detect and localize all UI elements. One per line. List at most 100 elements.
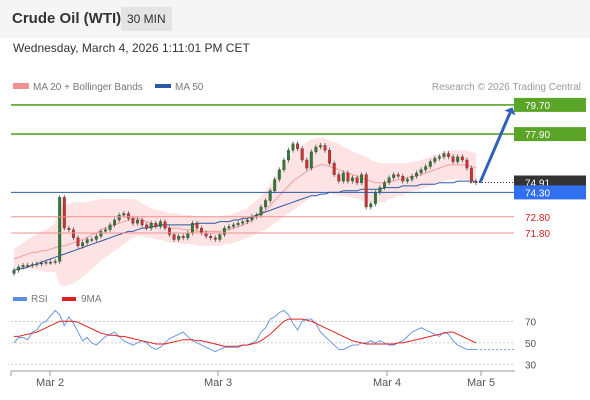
- candle-body: [451, 156, 455, 162]
- candle-body: [264, 200, 268, 208]
- candle-body: [149, 223, 153, 229]
- candle-body: [145, 224, 149, 229]
- candle-body: [405, 179, 409, 182]
- candle-body: [227, 226, 231, 229]
- candle-body: [273, 179, 277, 192]
- candle-body: [163, 221, 167, 229]
- candle-body: [424, 166, 428, 170]
- candle-body: [232, 224, 236, 227]
- candle-body: [245, 219, 249, 222]
- candle-body: [419, 169, 423, 174]
- candle-body: [177, 236, 181, 240]
- candle-body: [332, 163, 336, 175]
- rsi-ma-legend-swatch: [62, 297, 76, 301]
- candle-body: [323, 145, 327, 151]
- level-box-resistance: [514, 127, 586, 142]
- level-label-resistance: 77.90: [525, 130, 550, 141]
- candle-body: [241, 221, 245, 224]
- candle-body: [30, 264, 34, 266]
- candle-body: [53, 261, 57, 263]
- candle-body: [72, 229, 75, 238]
- rsi-tick-label: 70: [525, 317, 537, 328]
- level-label-resistance: 79.70: [525, 101, 550, 112]
- rsi-tick-label: 30: [525, 361, 537, 372]
- level-label-support: 72.80: [525, 213, 550, 224]
- candle-body: [319, 145, 322, 148]
- candle-body: [76, 237, 80, 247]
- candle-body: [351, 177, 354, 182]
- rsi-tick-label: 50: [525, 339, 537, 350]
- candle-body: [277, 169, 281, 180]
- candle-body: [26, 265, 30, 267]
- candle-body: [305, 159, 309, 169]
- candle-body: [369, 203, 373, 208]
- level-box-pivot: [514, 185, 586, 200]
- candle-body: [186, 232, 190, 239]
- candle-body: [236, 223, 240, 225]
- level-box-resistance: [514, 97, 586, 112]
- candle-body: [328, 150, 332, 164]
- candle-body: [346, 172, 350, 182]
- candle-body: [126, 213, 130, 219]
- chart-header: Crude Oil (WTI) 30 MIN: [0, 0, 590, 38]
- candle-body: [90, 239, 94, 241]
- rsi-ma-line: [14, 318, 477, 347]
- candle-body: [396, 174, 400, 177]
- candle-body: [291, 143, 295, 151]
- candle-body: [337, 174, 341, 182]
- candle-body: [442, 153, 446, 157]
- candle-body: [35, 263, 39, 265]
- candle-body: [94, 236, 98, 240]
- ma50-line: [13, 180, 476, 271]
- candle-body: [410, 176, 414, 180]
- candle-body: [195, 223, 199, 229]
- candle-body: [140, 219, 144, 226]
- main-plot: [12, 137, 478, 287]
- instrument-title: Crude Oil (WTI): [12, 10, 122, 27]
- candle-body: [209, 236, 213, 238]
- candle-body: [433, 158, 437, 162]
- candle-body: [456, 156, 460, 162]
- candle-body: [469, 167, 473, 182]
- rsi-panel: 70 50 30: [11, 309, 537, 372]
- candle-body: [154, 223, 158, 227]
- candle-body: [117, 214, 121, 221]
- candle-body: [296, 143, 300, 149]
- candle-body: [81, 242, 85, 247]
- projection-arrow-shaft: [478, 112, 512, 184]
- ma50-legend-label: MA 50: [175, 82, 204, 93]
- bollinger-legend-swatch: [13, 83, 29, 89]
- candle-body: [287, 150, 290, 161]
- candle-body: [428, 161, 432, 167]
- x-tick-label: Mar 4: [373, 377, 401, 389]
- candle-body: [373, 192, 377, 204]
- level-label-support: 71.80: [525, 229, 550, 240]
- x-tick-label: Mar 2: [36, 377, 64, 389]
- candle-body: [341, 172, 345, 182]
- candle-body: [300, 148, 304, 161]
- datetime-label: Wednesday, March 4, 2026 1:11:01 PM CET: [13, 41, 250, 55]
- candle-body: [21, 265, 25, 268]
- candle-body: [213, 237, 217, 240]
- candle-body: [104, 229, 107, 232]
- candle-body: [401, 176, 405, 182]
- candle-body: [437, 156, 441, 159]
- candle-body: [309, 151, 313, 169]
- candle-body: [99, 231, 103, 237]
- candle-body: [49, 262, 53, 264]
- candle-body: [190, 223, 194, 234]
- candle-body: [465, 159, 469, 169]
- candle-body: [17, 266, 21, 271]
- candle-body: [58, 197, 62, 262]
- candle-body: [383, 182, 386, 188]
- candle-body: [447, 153, 451, 157]
- candle-body: [259, 206, 263, 216]
- candle-body: [460, 156, 464, 161]
- x-tick-label: Mar 5: [467, 377, 495, 389]
- candle-body: [364, 174, 368, 208]
- candle-body: [44, 262, 48, 264]
- projection-arrow-head: [504, 107, 516, 116]
- interval-button[interactable]: 30 MIN: [121, 7, 172, 31]
- x-tick-label: Mar 3: [204, 377, 232, 389]
